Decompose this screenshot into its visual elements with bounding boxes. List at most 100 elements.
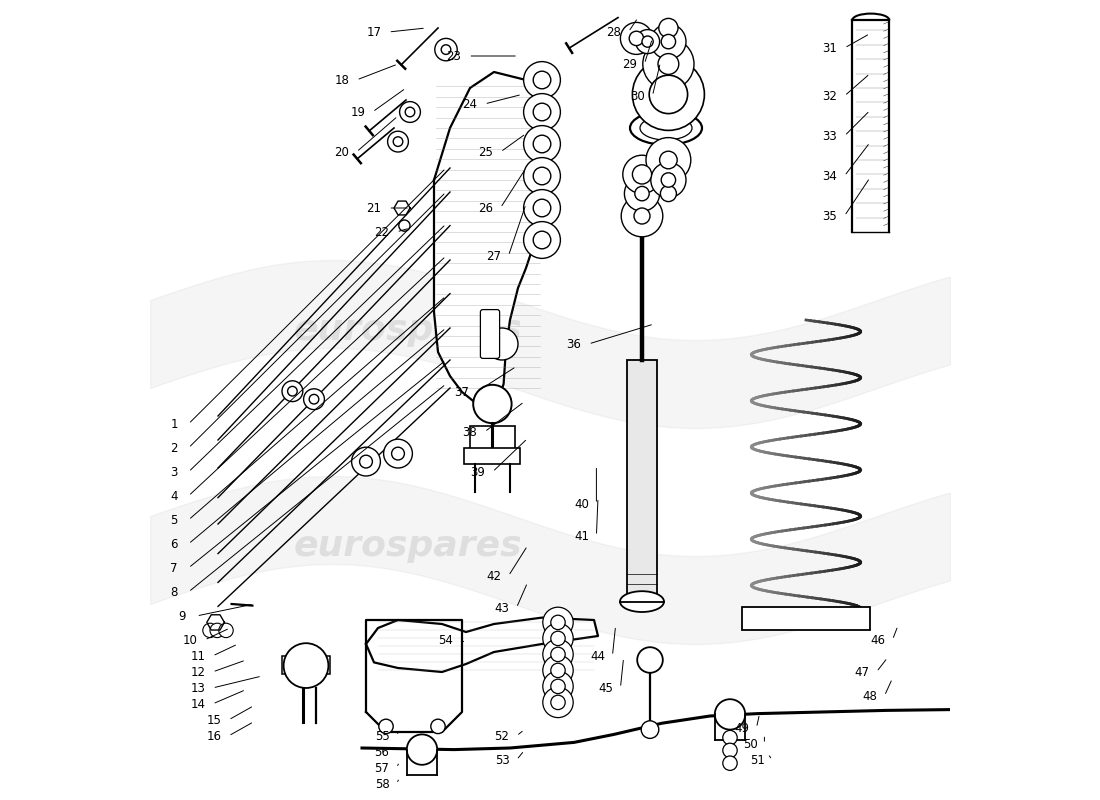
Circle shape	[661, 34, 675, 49]
Circle shape	[473, 385, 512, 423]
Bar	[282, 656, 330, 674]
Text: 43: 43	[495, 602, 509, 614]
Circle shape	[632, 58, 704, 130]
Circle shape	[651, 24, 686, 59]
Circle shape	[360, 455, 373, 468]
Text: 13: 13	[190, 682, 206, 694]
Text: 42: 42	[486, 570, 502, 582]
Circle shape	[661, 173, 675, 187]
Circle shape	[393, 137, 403, 146]
Bar	[742, 607, 870, 630]
Circle shape	[304, 389, 324, 410]
Circle shape	[399, 102, 420, 122]
Text: 12: 12	[190, 666, 206, 678]
Text: 29: 29	[623, 58, 638, 70]
Circle shape	[202, 623, 217, 638]
Ellipse shape	[620, 591, 664, 612]
Circle shape	[634, 208, 650, 224]
Text: 48: 48	[862, 690, 878, 702]
Circle shape	[524, 222, 560, 258]
Text: 16: 16	[207, 730, 221, 742]
Circle shape	[407, 734, 437, 765]
Text: 30: 30	[630, 90, 646, 102]
Circle shape	[659, 18, 678, 38]
Circle shape	[387, 131, 408, 152]
Text: 14: 14	[190, 698, 206, 710]
Circle shape	[384, 439, 412, 468]
Bar	[627, 360, 657, 596]
Text: 4: 4	[170, 490, 178, 502]
Text: 26: 26	[478, 202, 494, 214]
Circle shape	[715, 699, 745, 730]
Circle shape	[282, 381, 303, 402]
Ellipse shape	[630, 111, 702, 145]
Circle shape	[542, 623, 573, 654]
Text: 9: 9	[178, 610, 186, 622]
Circle shape	[524, 94, 560, 130]
Text: 2: 2	[170, 442, 178, 454]
Text: 33: 33	[823, 130, 837, 142]
Circle shape	[649, 75, 688, 114]
Circle shape	[551, 695, 565, 710]
Bar	[470, 426, 515, 452]
Circle shape	[405, 107, 415, 117]
Circle shape	[441, 45, 451, 54]
Circle shape	[524, 158, 560, 194]
Circle shape	[551, 631, 565, 646]
Circle shape	[642, 38, 694, 90]
Circle shape	[534, 199, 551, 217]
Text: 32: 32	[823, 90, 837, 102]
Circle shape	[524, 62, 560, 98]
Text: 20: 20	[334, 146, 350, 158]
Text: 5: 5	[170, 514, 178, 526]
Bar	[464, 448, 520, 464]
Text: 51: 51	[750, 754, 766, 766]
Text: 31: 31	[823, 42, 837, 54]
Text: 23: 23	[447, 50, 461, 62]
Circle shape	[651, 162, 686, 198]
Circle shape	[542, 639, 573, 670]
Text: 54: 54	[439, 634, 453, 646]
Text: 47: 47	[855, 666, 869, 678]
Circle shape	[378, 719, 393, 734]
Text: 11: 11	[190, 650, 206, 662]
Text: 52: 52	[495, 730, 509, 742]
Circle shape	[309, 394, 319, 404]
Circle shape	[287, 386, 297, 396]
Circle shape	[431, 719, 446, 734]
Circle shape	[623, 155, 661, 194]
Text: 25: 25	[478, 146, 494, 158]
Polygon shape	[366, 620, 462, 732]
Circle shape	[551, 615, 565, 630]
Text: 27: 27	[486, 250, 502, 262]
Polygon shape	[434, 72, 542, 404]
Circle shape	[636, 30, 660, 54]
Circle shape	[620, 22, 652, 54]
Circle shape	[551, 647, 565, 662]
Text: 57: 57	[375, 762, 389, 774]
Circle shape	[534, 231, 551, 249]
Circle shape	[641, 721, 659, 738]
Circle shape	[635, 186, 649, 201]
Text: 28: 28	[606, 26, 621, 38]
Text: 56: 56	[375, 746, 389, 758]
Circle shape	[399, 220, 410, 231]
Text: 37: 37	[454, 386, 470, 398]
Circle shape	[625, 176, 660, 211]
Circle shape	[524, 126, 560, 162]
Text: 40: 40	[574, 498, 590, 510]
Text: 53: 53	[495, 754, 509, 766]
Circle shape	[542, 687, 573, 718]
Text: 34: 34	[823, 170, 837, 182]
Circle shape	[723, 756, 737, 770]
Text: 22: 22	[374, 226, 389, 238]
Circle shape	[629, 31, 644, 46]
Text: 3: 3	[170, 466, 178, 478]
Ellipse shape	[640, 116, 692, 140]
Circle shape	[534, 103, 551, 121]
Text: 18: 18	[334, 74, 350, 86]
Circle shape	[621, 195, 663, 237]
Circle shape	[534, 167, 551, 185]
Circle shape	[551, 679, 565, 694]
Circle shape	[723, 730, 737, 745]
